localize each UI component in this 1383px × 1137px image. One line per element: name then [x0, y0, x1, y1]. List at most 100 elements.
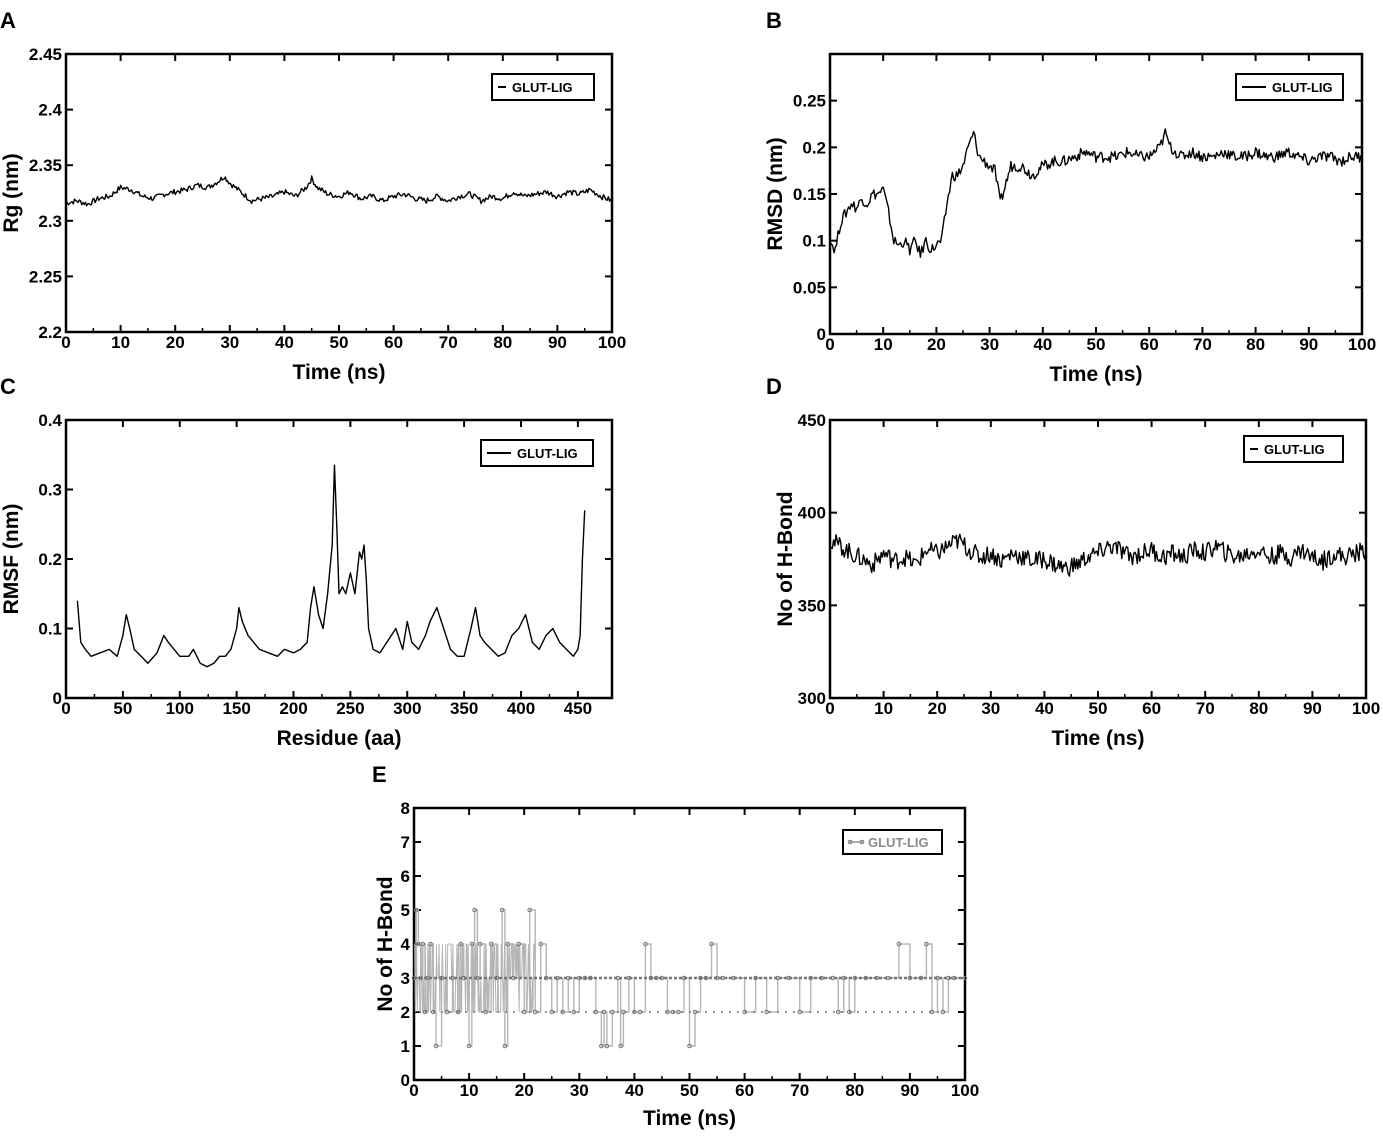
series-point — [416, 941, 421, 947]
legend-box — [491, 73, 595, 101]
x-tick-label: 100 — [166, 699, 194, 718]
y-tick-label: 1 — [401, 1037, 410, 1056]
y-tick-label: 0.15 — [793, 185, 826, 204]
x-tick-label: 100 — [951, 1081, 979, 1100]
x-axis-title: Residue (aa) — [277, 727, 402, 750]
panel-d: D 0 10 20 30 40 50 60 70 80 90 100 300 350 400 450 Time … — [766, 374, 1380, 750]
x-tick-label: 0 — [61, 699, 70, 718]
legend-label: GLUT-LIG — [868, 835, 929, 850]
y-tick-label: 2.4 — [38, 101, 62, 120]
panel-e: E 0 10 20 30 40 50 60 70 80 90 100 0 1 2 3 4 5 6 7 8 Time (ns… — [372, 762, 979, 1130]
series-point — [532, 1009, 538, 1015]
series-point — [687, 1043, 692, 1049]
series-point — [413, 907, 419, 913]
x-tick-label: 40 — [275, 333, 294, 352]
series-point — [632, 1009, 637, 1015]
x-tick-label: 20 — [515, 1081, 534, 1100]
y-tick-label: 0.1 — [802, 232, 826, 251]
x-tick-label: 50 — [680, 1081, 699, 1100]
x-tick-label: 60 — [735, 1081, 754, 1100]
x-tick-label: 70 — [439, 333, 458, 352]
panel-a: A 0 10 20 30 40 50 60 70 80 90 100 2.2 2.25 2.3 2.35 2.4… — [0, 8, 626, 384]
y-axis-title: RMSD (nm) — [764, 137, 787, 250]
series-point — [502, 1043, 508, 1049]
legend: GLUT-LIG — [1243, 435, 1344, 463]
x-tick-label: 150 — [222, 699, 250, 718]
x-axis-title: Time (ns) — [1052, 727, 1145, 750]
series-point — [444, 1009, 450, 1015]
panel-letter-c: C — [0, 374, 16, 399]
x-tick-label: 100 — [1352, 699, 1380, 718]
y-tick-label: 300 — [798, 689, 826, 708]
x-tick-label: 80 — [1249, 699, 1268, 718]
x-tick-label: 40 — [1035, 699, 1054, 718]
x-tick-label: 40 — [1033, 335, 1052, 354]
series-point — [676, 1009, 681, 1015]
series-point — [604, 1043, 610, 1049]
y-tick-label: 400 — [798, 504, 826, 523]
x-tick-label: 30 — [980, 335, 999, 354]
x-tick-label: 100 — [1348, 335, 1376, 354]
x-tick-label: 50 — [1089, 699, 1108, 718]
series-point — [455, 1009, 461, 1015]
x-tick-label: 70 — [790, 1081, 809, 1100]
series-line-glut-lig — [829, 533, 1367, 577]
series-point — [940, 1009, 946, 1015]
y-axis-title: No of H-Bond — [374, 876, 397, 1011]
series-point — [896, 941, 902, 947]
series-point — [846, 1009, 852, 1015]
series-point — [924, 941, 929, 947]
series-point — [560, 1009, 566, 1015]
series-point — [488, 941, 494, 947]
x-tick-label: 30 — [220, 333, 239, 352]
series-point — [505, 941, 510, 947]
x-tick-label: 10 — [111, 333, 130, 352]
x-tick-label: 60 — [1140, 335, 1159, 354]
x-tick-label: 20 — [166, 333, 185, 352]
x-tick-label: 30 — [981, 699, 1000, 718]
y-tick-label: 6 — [401, 867, 410, 886]
series-line-glut-lig — [76, 464, 586, 668]
series-point — [428, 941, 433, 947]
x-tick-label: 80 — [1246, 335, 1265, 354]
x-axis-title: Time (ns) — [643, 1107, 736, 1130]
x-tick-label: 70 — [1196, 699, 1215, 718]
x-tick-label: 90 — [1303, 699, 1322, 718]
x-tick-label: 30 — [570, 1081, 589, 1100]
series-point — [709, 941, 714, 947]
x-tick-label: 90 — [900, 1081, 919, 1100]
series-point — [538, 941, 544, 947]
y-tick-label: 2.35 — [29, 156, 62, 175]
x-tick-label: 450 — [564, 699, 592, 718]
series-point — [418, 975, 423, 981]
x-tick-label: 60 — [1142, 699, 1161, 718]
series-point — [466, 1043, 472, 1049]
y-tick-label: 0.3 — [38, 481, 62, 500]
y-tick-label: 0.4 — [38, 411, 62, 430]
series-point — [472, 907, 477, 913]
x-tick-label: 10 — [460, 1081, 479, 1100]
legend-label: GLUT-LIG — [512, 80, 573, 95]
y-tick-label: 2.25 — [29, 267, 62, 286]
x-tick-label: 80 — [845, 1081, 864, 1100]
y-axis-title: Rg (nm) — [0, 153, 23, 232]
panel-letter-a: A — [0, 8, 16, 33]
x-tick-label: 50 — [113, 699, 132, 718]
series-point — [643, 941, 648, 947]
series-point — [483, 1009, 488, 1015]
y-tick-label: 450 — [798, 411, 826, 430]
x-axis-title: Time (ns) — [293, 361, 386, 384]
x-tick-label: 90 — [1299, 335, 1318, 354]
panel-letter-b: B — [766, 8, 782, 33]
series-point — [433, 1043, 439, 1049]
y-tick-label: 0.05 — [793, 278, 826, 297]
series-point — [458, 941, 464, 947]
legend-label: GLUT-LIG — [517, 446, 578, 461]
y-tick-label: 350 — [798, 596, 826, 615]
series-point — [599, 1043, 604, 1049]
x-tick-label: 0 — [61, 333, 70, 352]
series-point — [571, 1009, 577, 1015]
panel-b: B 0 10 20 30 40 50 60 70 80 90 100 0 0.05 0.1 0.15 0.2 0.… — [764, 8, 1376, 386]
x-tick-label: 0 — [825, 699, 834, 718]
y-tick-label: 7 — [401, 833, 410, 852]
